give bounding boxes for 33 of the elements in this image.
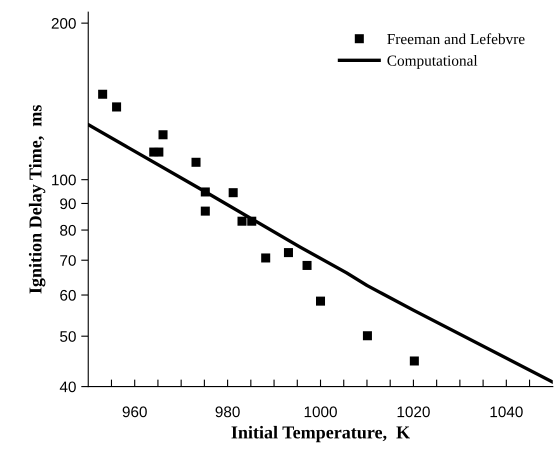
legend-label: Computational [387,55,478,69]
y-tick-label: 50 [60,331,76,342]
point [237,216,247,226]
y-tick-label: 70 [60,255,76,266]
point [192,158,201,167]
point [200,206,210,216]
y-tick-label: 40 [60,381,76,392]
x-tick-label: 960 [122,406,147,418]
point [228,188,238,198]
point [98,90,108,99]
y-tick-label: 200 [52,18,76,29]
y-tick-label: 60 [60,290,76,301]
point [261,253,270,262]
legend-label: Freeman and Lefebvre [387,33,525,44]
y-axis-title: Ignition Delay Time, ms [28,105,46,294]
point [247,216,256,226]
x-tick-label: 1000 [304,406,337,418]
point [154,148,164,157]
y-tick-label: 100 [52,174,76,186]
point [200,187,210,196]
x-axis-title: Initial Temperature, K [231,426,410,442]
point [362,331,372,340]
y-tick-label: 90 [60,198,76,210]
point [284,248,293,258]
point [158,130,168,140]
x-tick-label: 980 [216,406,240,418]
point [410,356,419,366]
x-tick-label: 1040 [490,406,523,418]
point [316,296,326,306]
y-tick-label: 80 [60,224,76,236]
point [302,260,312,270]
x-tick-label: 1020 [398,406,430,418]
point [112,102,122,112]
